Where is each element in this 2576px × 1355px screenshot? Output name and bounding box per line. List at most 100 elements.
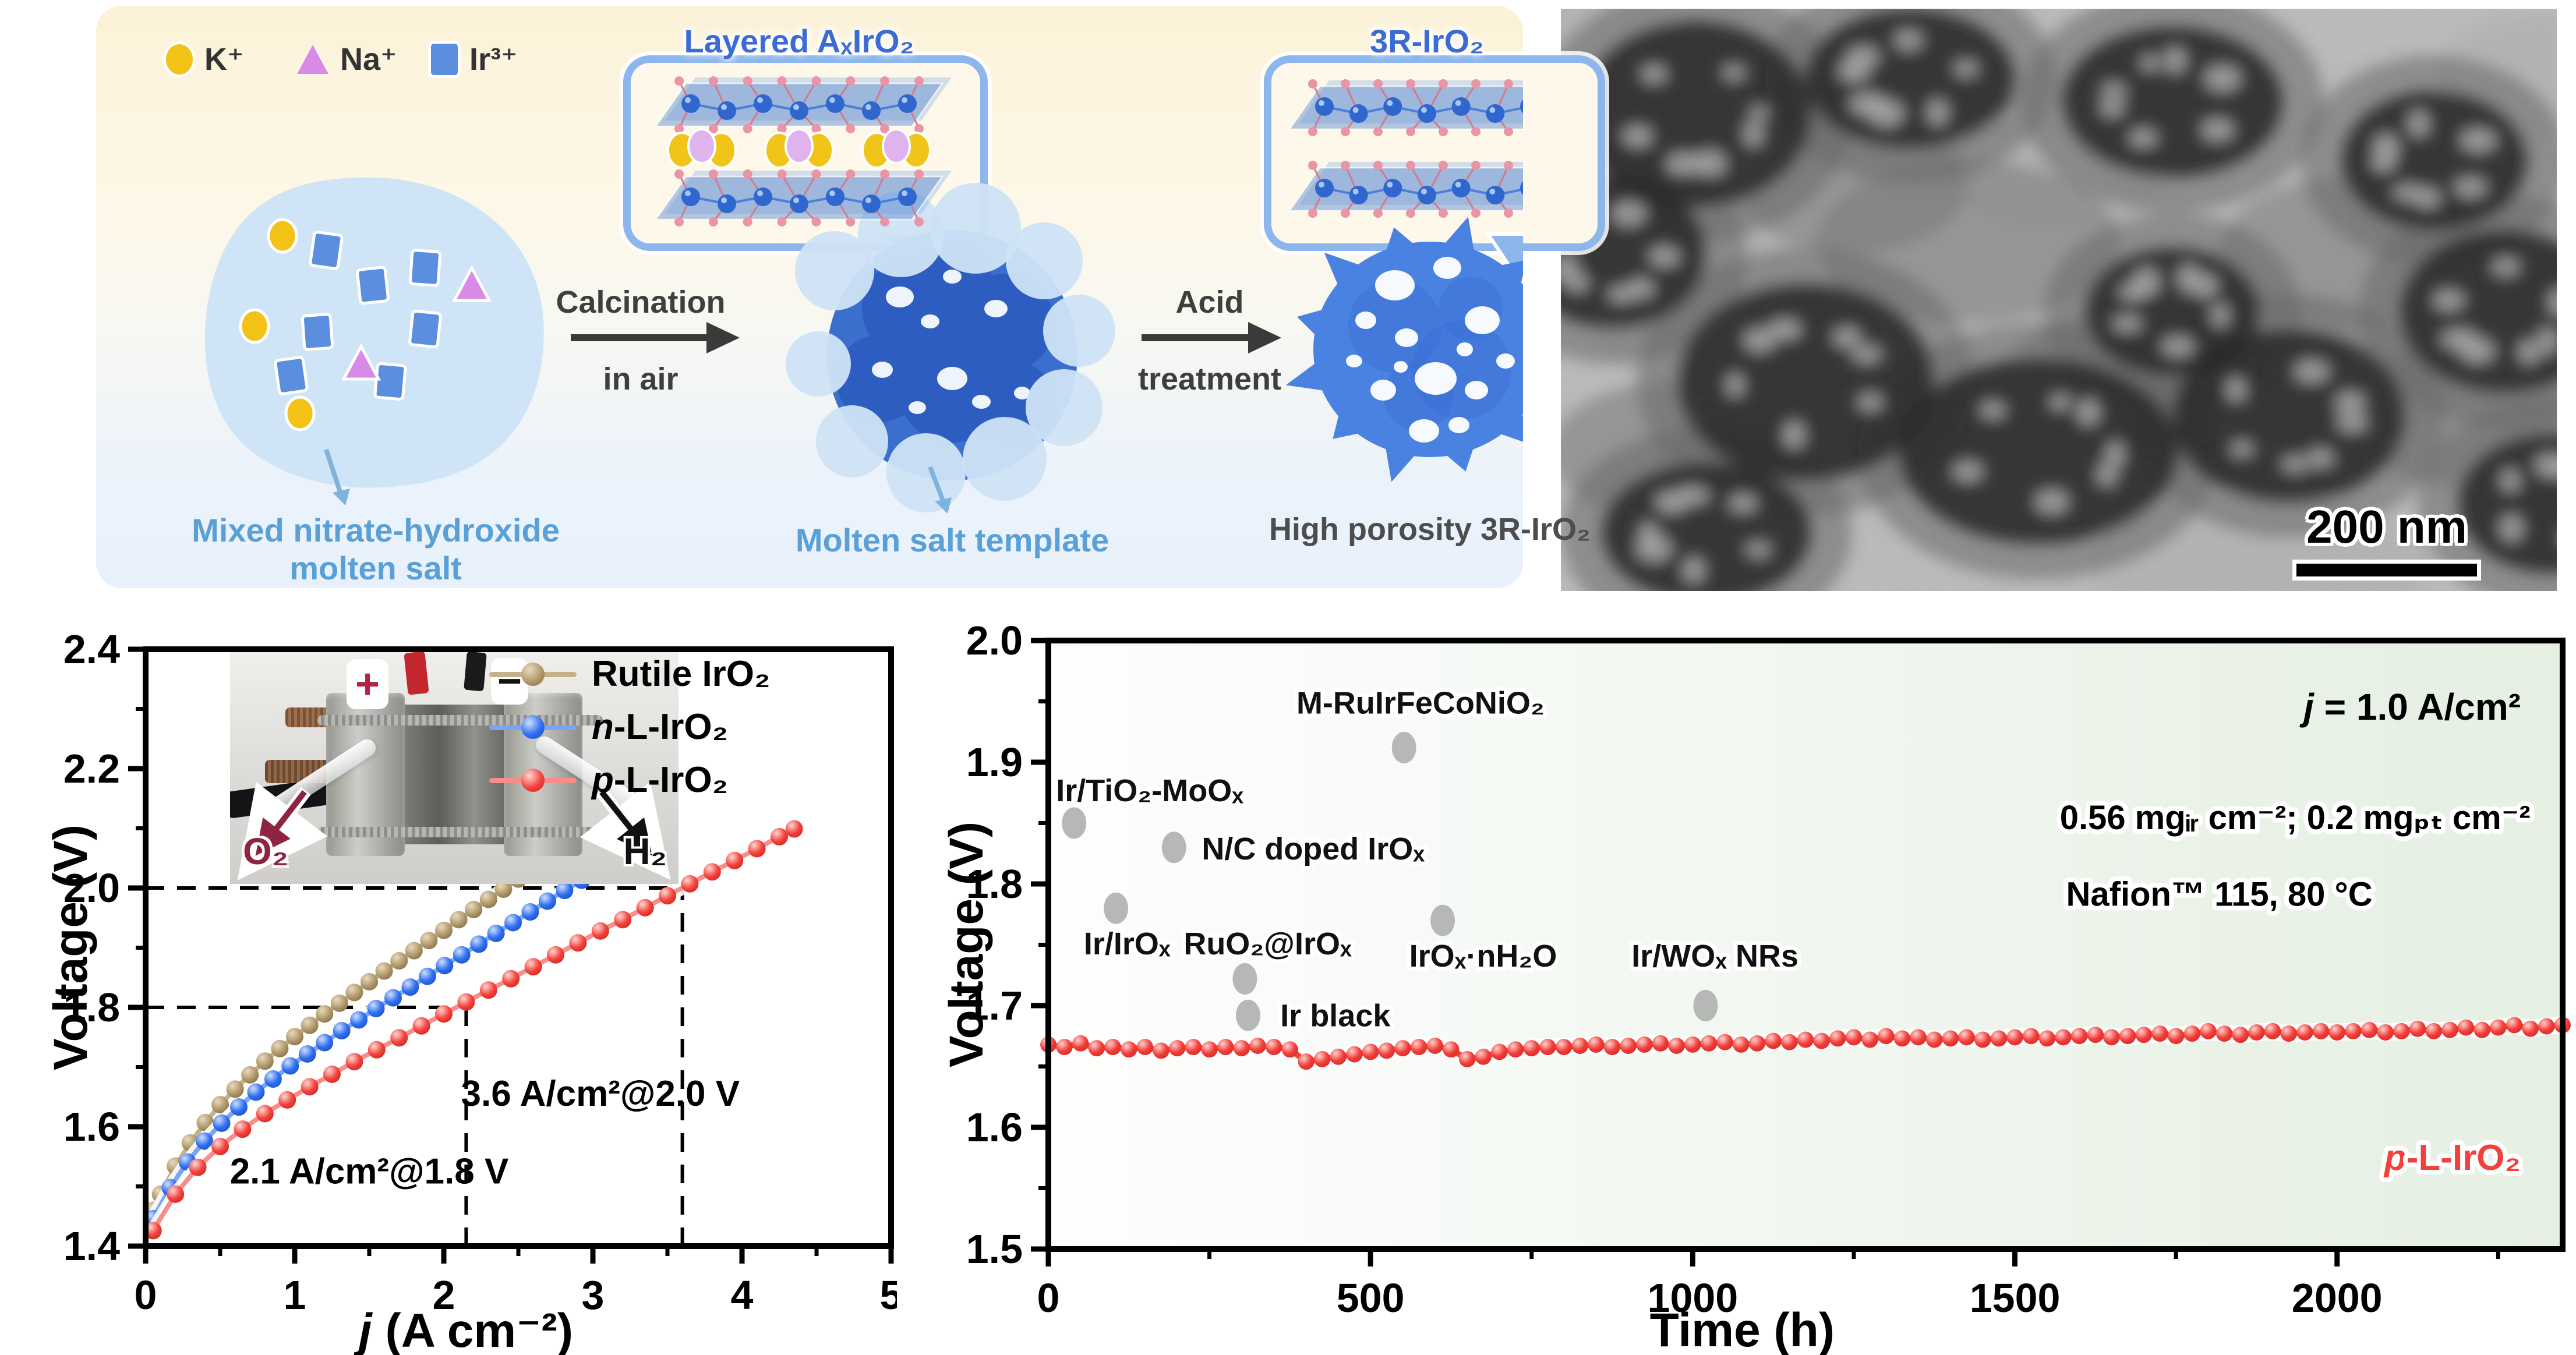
blob-pointer-arrow (324, 448, 343, 495)
y-axis-title: Voltage (V) (44, 824, 97, 1071)
na-ion-icon (451, 264, 492, 302)
ir-ion-icon (431, 43, 458, 75)
svg-text:1.8: 1.8 (63, 985, 120, 1030)
legend-marker-icon (489, 768, 577, 793)
svg-text:2.2: 2.2 (63, 746, 120, 791)
svg-text:1.8: 1.8 (966, 861, 1023, 907)
k-ion-icon (267, 218, 298, 254)
svg-text:5: 5 (880, 1272, 897, 1318)
stability-chart: 0 500 1000 1500 2000 1.5 1.6 1.7 1.8 1.9 2.0 Ir/TiO… (909, 617, 2576, 1355)
schematic-drawing (204, 76, 1523, 514)
annotation: 3.6 A/cm²@2.0 V (461, 1074, 740, 1114)
na-ion-icon (882, 128, 911, 164)
svg-text:4: 4 (731, 1272, 754, 1318)
legend-label: p-L-IrO₂ (592, 760, 729, 800)
na-ion-icon (297, 44, 328, 74)
ir-ion-icon (309, 231, 344, 270)
annotation: 0.56 mgᵢᵣ cm⁻²; 0.2 mgₚₜ cm⁻² (2060, 799, 2531, 837)
svg-text:1.7: 1.7 (966, 983, 1023, 1028)
svg-text:0: 0 (135, 1272, 157, 1318)
legend-item: Rutile IrO₂ (489, 653, 771, 695)
ref-point (1104, 892, 1129, 924)
ref-point (1161, 832, 1186, 864)
x-axis-title-italic: j (358, 1304, 372, 1355)
ref-point (1062, 807, 1087, 839)
calcination-step-line1: Calcination (556, 285, 726, 320)
scale-bar: 200 nm (2292, 500, 2481, 581)
h2-arrow-icon (599, 790, 652, 856)
na-ion-icon (785, 128, 814, 164)
svg-text:3: 3 (582, 1272, 605, 1318)
ref-label: M-RuIrFeCoNiO₂ (1296, 685, 1545, 720)
k-ion-icon (166, 44, 193, 75)
svg-text:1500: 1500 (1970, 1275, 2061, 1321)
blob-label-line2: molten salt (289, 550, 462, 586)
plus-terminal-label: + (347, 659, 388, 709)
template-pointer-arrow (928, 466, 946, 503)
crystal-slab (1288, 161, 1523, 218)
k-ion-icon (239, 308, 270, 344)
porous-3r-structure (1285, 217, 1523, 482)
electrolyzer-photo-inset: + − O₂ H₂ (230, 652, 679, 884)
cell-stack (405, 705, 504, 844)
h2-label: H₂ (623, 830, 667, 872)
ref-point (1430, 904, 1455, 936)
annotation: Nafion™ 115, 80 °C (2066, 876, 2373, 914)
svg-text:1.6: 1.6 (966, 1105, 1023, 1150)
scale-bar-label: 200 nm (2306, 501, 2467, 553)
svg-text:1.9: 1.9 (966, 740, 1023, 785)
ref-label: Ir/TiO₂-MoOₓ (1056, 773, 1243, 808)
svg-text:2: 2 (433, 1272, 455, 1318)
svg-text:2000: 2000 (2292, 1275, 2383, 1321)
ref-label: Ir/IrOₓ (1084, 926, 1171, 961)
x-axis-title-rest: (A cm⁻²) (372, 1304, 574, 1355)
tie-rod-bottom (317, 827, 603, 837)
legend-label: n-L-IrO₂ (592, 707, 729, 747)
ref-point (1232, 963, 1257, 995)
svg-text:1.5: 1.5 (966, 1226, 1023, 1272)
ref-point (1693, 990, 1718, 1021)
synthesis-schematic-panel: K⁺ Na⁺ Ir³⁺ Layered AₓIrO₂ 3R-IrO₂ Calci… (96, 6, 1605, 588)
svg-text:2.4: 2.4 (63, 627, 120, 672)
legend-item: n-L-IrO₂ (489, 706, 771, 748)
legend-marker-icon (489, 662, 577, 687)
legend-label: K⁺ (204, 42, 244, 77)
stability-plot: 0 500 1000 1500 2000 1.5 1.6 1.7 1.8 1.9 2.0 Ir/TiO… (966, 618, 2571, 1321)
legend-item: p-L-IrO₂ (489, 759, 771, 801)
calcination-step-line2: in air (603, 362, 679, 397)
x-axis-title: j (A cm⁻²) (35, 1303, 897, 1355)
ir-ion-icon (408, 249, 442, 287)
legend-label: Ir³⁺ (469, 42, 518, 77)
polarization-chart: 0 1 2 3 4 5 1.4 1.6 1.8 2.0 2.2 2.4 3.6 A/cm²@2.0 V 2… (35, 617, 897, 1355)
porous-label: High porosity 3R-IrO₂ (1268, 512, 1591, 547)
ref-label: Ir/WOₓ NRs (1631, 939, 1798, 974)
svg-text:1.6: 1.6 (63, 1104, 120, 1149)
svg-text:500: 500 (1337, 1275, 1405, 1321)
molten-salt-template-cluster (786, 183, 1115, 512)
annotation: p-L-IrO₂ (2383, 1138, 2521, 1178)
ref-point (1391, 731, 1416, 763)
tem-texture (1561, 9, 2557, 591)
ref-label: IrOₓ·nH₂O (1409, 939, 1557, 974)
ir-ion-icon (301, 313, 334, 351)
y-axis-title: Voltage (V) (940, 821, 993, 1068)
legend-marker-icon (489, 715, 577, 740)
ref-label: N/C doped IrOₓ (1202, 832, 1425, 866)
legend-label: Na⁺ (340, 42, 397, 77)
gas-arrows (237, 781, 671, 880)
svg-text:2.0: 2.0 (966, 618, 1023, 663)
scale-bar-line (2292, 560, 2481, 581)
acid-step-line2: treatment (1137, 362, 1282, 397)
callout-3r-title: 3R-IrO₂ (1369, 23, 1485, 59)
crystal-slab (654, 169, 952, 227)
o2-label: O₂ (243, 830, 289, 872)
crystal-slab (654, 76, 952, 133)
annotation: j = 1.0 A/cm² (2299, 686, 2521, 728)
svg-text:1000: 1000 (1648, 1275, 1738, 1321)
ir-ion-icon (408, 309, 442, 349)
k-ion-icon (284, 395, 316, 431)
blob-label-line1: Mixed nitrate-hydroxide (192, 512, 560, 549)
template-label: Molten salt template (795, 522, 1109, 558)
x-axis-title: Time (h) (1649, 1304, 1835, 1355)
